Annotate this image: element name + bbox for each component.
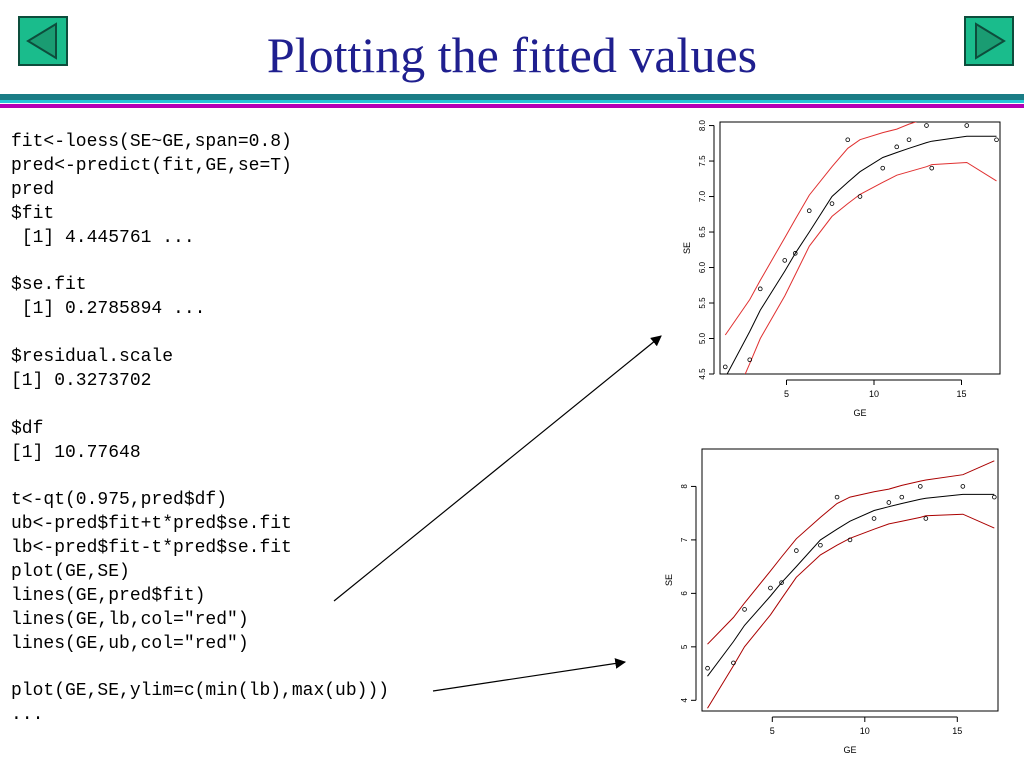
code-line: ub<-pred$fit+t*pred$se.fit bbox=[11, 514, 292, 535]
y-tick-label: 4 bbox=[680, 698, 689, 703]
x-tick-label: 5 bbox=[770, 726, 775, 736]
y-tick-label: 8 bbox=[680, 484, 689, 489]
data-point bbox=[722, 364, 728, 370]
code-line: t<-qt(0.975,pred$df) bbox=[11, 490, 228, 511]
data-point bbox=[705, 665, 710, 671]
y-tick-label: 6 bbox=[680, 591, 689, 596]
code-line: [1] 4.445761 ... bbox=[11, 227, 195, 248]
data-point bbox=[886, 500, 892, 505]
y-tick-label: 4.5 bbox=[698, 368, 707, 380]
x-tick-label: 15 bbox=[952, 726, 962, 736]
data-point bbox=[917, 484, 923, 489]
code-line: lb<-pred$fit-t*pred$se.fit bbox=[11, 538, 292, 559]
data-point bbox=[792, 251, 798, 256]
triangle-left-icon bbox=[26, 22, 57, 60]
series-line-upper bbox=[724, 122, 918, 336]
data-point bbox=[960, 484, 966, 489]
data-point bbox=[899, 494, 905, 500]
plot-frame bbox=[719, 121, 1001, 375]
data-point bbox=[923, 516, 929, 521]
series-line-lower bbox=[744, 161, 997, 374]
y-tick-label: 5.0 bbox=[698, 332, 707, 344]
next-slide-button[interactable] bbox=[964, 16, 1014, 66]
code-line: $residual.scale bbox=[11, 347, 174, 368]
code-line: plot(GE,SE,ylim=c(min(lb),max(ub))) bbox=[11, 681, 390, 702]
code-line: lines(GE,pred$fit) bbox=[11, 585, 206, 606]
data-point bbox=[929, 165, 935, 171]
y-tick-label: 7.5 bbox=[698, 155, 707, 167]
previous-slide-button[interactable] bbox=[18, 16, 68, 66]
data-point bbox=[857, 194, 863, 199]
r-code-block: fit<-loess(SE~GE,span=0.8) pred<-predict(… bbox=[11, 131, 389, 728]
data-point bbox=[768, 585, 773, 591]
code-line: lines(GE,lb,col="red") bbox=[11, 609, 249, 630]
x-tick-label: 10 bbox=[860, 726, 870, 736]
y-tick-label: 7 bbox=[680, 537, 689, 542]
arrow-to-bottom-chart bbox=[432, 658, 627, 692]
data-point bbox=[906, 137, 912, 143]
data-point bbox=[964, 123, 970, 128]
x-axis-title: GE bbox=[853, 408, 866, 416]
code-line: ... bbox=[11, 705, 44, 726]
data-point bbox=[847, 537, 853, 543]
data-point bbox=[829, 201, 835, 206]
y-tick-label: 5 bbox=[680, 644, 689, 649]
arrow-to-top-chart bbox=[333, 335, 662, 602]
data-point bbox=[894, 144, 900, 150]
series-line-fit bbox=[726, 135, 997, 374]
data-point bbox=[994, 137, 999, 143]
x-tick-label: 10 bbox=[869, 389, 879, 399]
loess-fit-chart-bottom: 5 10 15 4 5 6 7 8 GE SE bbox=[664, 448, 999, 755]
title-divider-middle bbox=[0, 100, 1024, 103]
plot-frame bbox=[701, 448, 999, 712]
data-point bbox=[794, 548, 799, 553]
data-point bbox=[845, 137, 851, 143]
title-divider-top bbox=[0, 94, 1024, 100]
y-axis-title: SE bbox=[664, 574, 674, 586]
x-tick-label: 5 bbox=[784, 389, 789, 399]
data-point bbox=[871, 516, 877, 521]
data-point bbox=[757, 286, 763, 292]
y-tick-label: 6.5 bbox=[698, 226, 707, 238]
code-line: [1] 0.3273702 bbox=[11, 370, 152, 391]
code-line: $df bbox=[11, 418, 44, 439]
data-point bbox=[806, 208, 812, 214]
data-point bbox=[880, 165, 886, 171]
title-divider-bottom bbox=[0, 104, 1024, 108]
data-point bbox=[818, 542, 823, 548]
data-point bbox=[834, 494, 840, 500]
y-tick-label: 6.0 bbox=[698, 261, 707, 273]
code-line: pred bbox=[11, 179, 55, 200]
code-line: $se.fit bbox=[11, 275, 87, 296]
slide-title: Plotting the fitted values bbox=[266, 27, 758, 83]
y-tick-label: 5.5 bbox=[698, 297, 707, 309]
data-point bbox=[782, 258, 788, 263]
y-tick-label: 7.0 bbox=[698, 190, 707, 202]
code-line: pred<-predict(fit,GE,se=T) bbox=[11, 155, 292, 176]
data-point bbox=[731, 660, 736, 666]
code-line: lines(GE,ub,col="red") bbox=[11, 633, 249, 654]
code-line: plot(GE,SE) bbox=[11, 562, 130, 583]
series-line-lower bbox=[707, 513, 995, 709]
triangle-right-icon bbox=[975, 22, 1006, 60]
data-point bbox=[779, 580, 784, 585]
data-point bbox=[924, 123, 929, 128]
x-tick-label: 15 bbox=[956, 389, 966, 399]
code-line: [1] 0.2785894 ... bbox=[11, 299, 206, 320]
code-line: fit<-loess(SE~GE,span=0.8) bbox=[11, 132, 292, 152]
series-line-fit bbox=[707, 493, 995, 677]
loess-fit-chart-top: 5 10 15 4.5 5.0 5.5 6.0 6.5 7.0 7.5 8.0 GE SE bbox=[682, 119, 1001, 416]
x-axis-title: GE bbox=[843, 745, 856, 755]
series-line-upper bbox=[707, 460, 995, 645]
data-point bbox=[747, 357, 753, 363]
y-axis-title: SE bbox=[682, 242, 692, 254]
code-line: [1] 10.77648 bbox=[11, 442, 141, 463]
data-point bbox=[991, 494, 997, 500]
code-line: $fit bbox=[11, 203, 55, 224]
data-point bbox=[742, 607, 747, 612]
y-tick-label: 8.0 bbox=[698, 119, 707, 131]
